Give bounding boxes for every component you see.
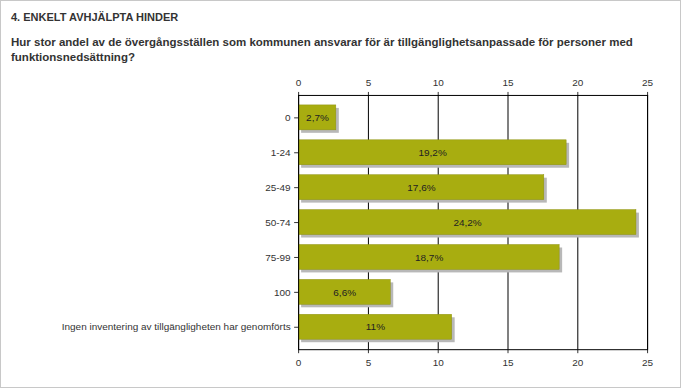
svg-text:10: 10 bbox=[433, 357, 445, 368]
svg-text:19,2%: 19,2% bbox=[418, 147, 446, 158]
svg-text:100: 100 bbox=[274, 287, 291, 298]
svg-text:5: 5 bbox=[366, 77, 372, 88]
svg-text:0: 0 bbox=[285, 112, 291, 123]
svg-text:24,2%: 24,2% bbox=[453, 217, 481, 228]
svg-text:Ingen inventering av tillgängl: Ingen inventering av tillgängligheten ha… bbox=[62, 321, 291, 332]
svg-text:11%: 11% bbox=[366, 321, 385, 332]
svg-text:2,7%: 2,7% bbox=[306, 112, 329, 123]
svg-text:6,6%: 6,6% bbox=[333, 287, 356, 298]
html-text:Hur stor andel av de övergångs: Hur stor andel av de övergångsställen so… bbox=[11, 36, 633, 63]
svg-text:0: 0 bbox=[296, 357, 302, 368]
svg-text:10: 10 bbox=[433, 77, 445, 88]
svg-text:17,6%: 17,6% bbox=[407, 182, 435, 193]
svg-text:5: 5 bbox=[366, 357, 372, 368]
svg-text:25: 25 bbox=[642, 77, 654, 88]
svg-text:15: 15 bbox=[502, 357, 514, 368]
svg-text:25: 25 bbox=[642, 357, 654, 368]
svg-text:0: 0 bbox=[296, 77, 302, 88]
svg-text:50-74: 50-74 bbox=[265, 217, 291, 228]
svg-text:15: 15 bbox=[502, 77, 514, 88]
html-text:4. ENKELT AVHJÄLPTA HINDER: 4. ENKELT AVHJÄLPTA HINDER bbox=[11, 11, 179, 23]
svg-text:25-49: 25-49 bbox=[265, 182, 291, 193]
svg-text:20: 20 bbox=[572, 357, 584, 368]
svg-text:1-24: 1-24 bbox=[271, 147, 291, 158]
svg-text:18,7%: 18,7% bbox=[415, 252, 443, 263]
svg-text:75-99: 75-99 bbox=[265, 252, 291, 263]
svg-text:20: 20 bbox=[572, 77, 584, 88]
